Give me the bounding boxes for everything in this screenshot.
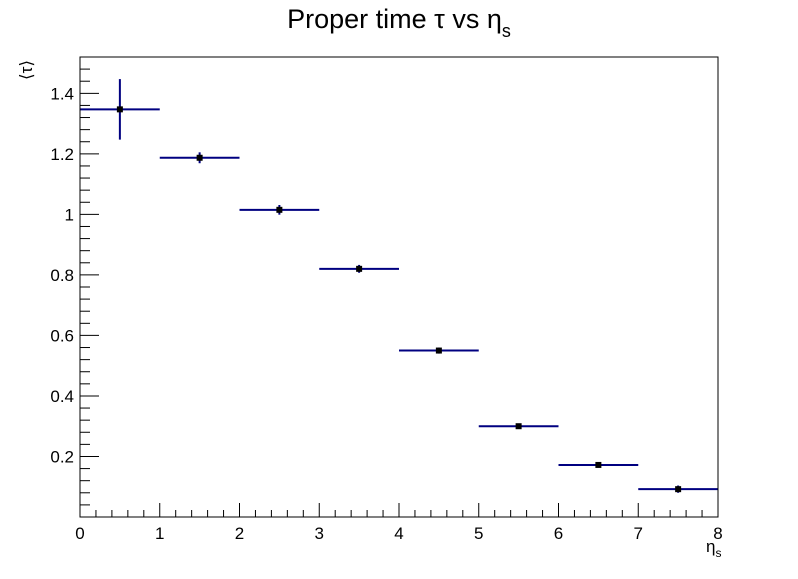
x-tick-label: 7 — [634, 524, 643, 543]
x-axis-label-subscript: s — [715, 546, 721, 560]
chart-title-subscript: s — [502, 21, 511, 41]
data-point — [239, 204, 320, 215]
y-tick-label: 1.2 — [50, 145, 74, 164]
x-tick-label: 3 — [315, 524, 324, 543]
x-tick-label: 1 — [155, 524, 164, 543]
point-marker — [595, 461, 602, 468]
y-tick-label: 0.4 — [50, 387, 74, 406]
data-point — [478, 423, 559, 430]
data-point — [159, 152, 240, 164]
y-tick-label: 0.2 — [50, 447, 74, 466]
x-tick-label: 0 — [75, 524, 84, 543]
x-tick-label: 5 — [474, 524, 483, 543]
point-marker — [356, 265, 363, 272]
point-marker — [515, 423, 522, 430]
plot-frame — [79, 56, 719, 518]
point-marker — [276, 206, 283, 213]
y-tick-label: 0.6 — [50, 326, 74, 345]
x-tick-label: 6 — [554, 524, 563, 543]
data-point — [638, 485, 718, 493]
chart-title-main: Proper time τ vs η — [287, 4, 502, 34]
x-axis-label-main: η — [706, 537, 715, 556]
y-tick-label: 0.8 — [50, 266, 74, 285]
data-point — [558, 461, 639, 468]
data-points — [80, 79, 718, 493]
point-marker — [116, 106, 123, 113]
x-axis-label: ηs — [706, 537, 721, 560]
y-tick-label: 1 — [65, 205, 74, 224]
data-point — [319, 264, 399, 273]
point-marker — [435, 347, 442, 354]
x-tick-label: 4 — [394, 524, 403, 543]
y-axis-label: ⟨τ⟩ — [17, 60, 36, 80]
point-marker — [196, 154, 203, 161]
x-tick-label: 8 — [713, 524, 722, 543]
y-tick-label: 1.4 — [50, 84, 74, 103]
data-point — [80, 79, 160, 140]
point-marker — [675, 486, 682, 493]
x-tick-label: 2 — [235, 524, 244, 543]
chart-title: Proper time τ vs ηs — [287, 4, 511, 41]
axis-ticks: 0 1 2 3 4 5 6 7 8 0.2 0.4 0.6 0.8 1 1.2 1.4 — [50, 56, 723, 543]
data-point — [399, 347, 479, 354]
